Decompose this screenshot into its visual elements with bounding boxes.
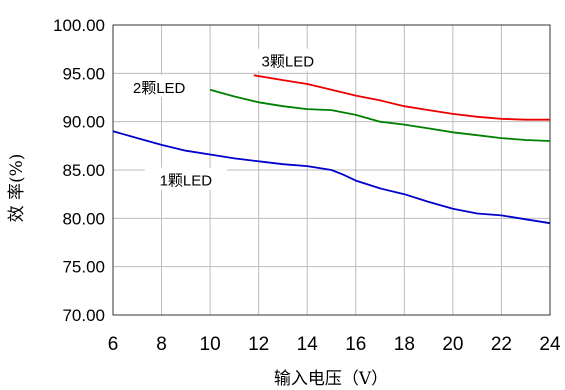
y-axis-title: 效 率(%) (7, 154, 27, 223)
y-tick-label: 100.00 (53, 16, 105, 35)
x-tick-label: 10 (200, 334, 221, 355)
x-tick-label: 6 (108, 334, 119, 355)
x-tick-label: 20 (442, 334, 463, 355)
x-tick-label: 18 (394, 334, 415, 355)
x-tick-label: 16 (345, 334, 366, 355)
x-axis-title: 输入电压（V） (274, 369, 388, 389)
series-line-3 (253, 74, 550, 121)
series-lines (112, 74, 551, 225)
series-label: 2颗LED (133, 80, 186, 97)
series-label-bg (144, 167, 227, 190)
x-tick-label: 12 (248, 334, 269, 355)
x-tick-label: 14 (297, 334, 319, 355)
series-label: 3颗LED (262, 54, 315, 71)
y-tick-label: 95.00 (62, 64, 105, 83)
series-label-bg (246, 48, 329, 71)
x-tick-label: 22 (491, 334, 512, 355)
y-tick-label: 70.00 (62, 306, 105, 325)
y-tick-labels: 70.00 75.00 80.00 85.00 90.00 95.00 100.00 (53, 16, 105, 325)
x-tick-label: 8 (156, 334, 167, 355)
series-line-2 (209, 88, 551, 142)
plot-frame (112, 24, 551, 316)
y-tick-label: 75.00 (62, 258, 105, 277)
series-line-1 (112, 130, 551, 225)
series-labels: 3颗LED 2颗LED 1颗LED (118, 48, 329, 190)
x-tick-labels: 6 8 10 12 14 16 18 20 22 24 (108, 334, 561, 355)
x-tick-label: 24 (539, 334, 561, 355)
series-label-bg (118, 74, 201, 97)
y-tick-label: 90.00 (62, 113, 105, 132)
y-tick-label: 85.00 (62, 161, 105, 180)
y-tick-label: 80.00 (62, 209, 105, 228)
series-label: 1颗LED (160, 173, 213, 190)
